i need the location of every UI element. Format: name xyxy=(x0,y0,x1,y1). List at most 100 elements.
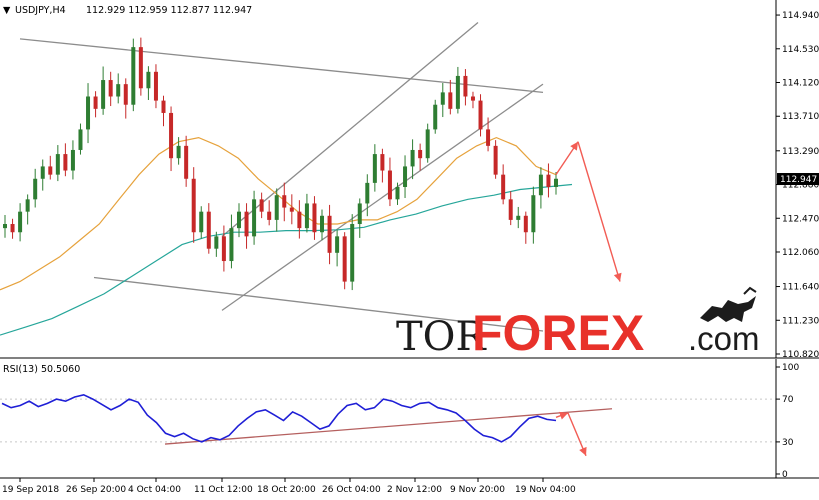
rsi-tick-label: 30 xyxy=(782,438,794,448)
candle-body xyxy=(350,224,355,282)
rsi-axis: 100 70 30 0 xyxy=(776,363,799,480)
candle-body xyxy=(312,203,317,233)
candle-body xyxy=(18,211,23,233)
candle-body xyxy=(425,129,430,159)
candle-body xyxy=(538,174,543,196)
ma-slow-line xyxy=(0,183,573,336)
logo-text-com: .com xyxy=(688,320,760,357)
candle-body xyxy=(531,195,536,233)
channel-lines xyxy=(19,21,544,332)
last-price-tag: 112.947 xyxy=(777,173,819,186)
forecast-arrow-up-head xyxy=(570,141,578,151)
candle-body xyxy=(169,112,174,159)
candle-body xyxy=(372,154,377,183)
candle-body xyxy=(463,75,468,97)
candle-body xyxy=(221,236,226,262)
time-axis: 19 Sep 2018 26 Sep 20:00 4 Oct 04:00 11 Oct… xyxy=(2,478,576,495)
candle-body xyxy=(33,178,38,200)
candle-body xyxy=(493,145,498,175)
time-tick-label: 2 Nov 12:00 xyxy=(387,485,442,495)
candle-body xyxy=(327,215,332,253)
forecast-arrow-down-head xyxy=(613,272,622,282)
candle-body xyxy=(523,215,528,233)
candle-body xyxy=(259,199,264,212)
candle-body xyxy=(176,145,181,159)
candle-body xyxy=(244,211,249,237)
candle-body xyxy=(455,75,460,109)
candle-body xyxy=(48,166,53,175)
candle-body xyxy=(229,228,234,262)
time-tick-label: 19 Sep 2018 xyxy=(2,485,59,495)
forecast-arrows xyxy=(555,141,622,282)
candle-body xyxy=(93,96,98,109)
candle-body xyxy=(3,224,7,229)
candle-body xyxy=(78,129,83,150)
price-tick-label: 114.530 xyxy=(782,45,819,55)
candle-body xyxy=(214,236,219,249)
time-tick-label: 11 Oct 12:00 xyxy=(194,485,253,495)
candle-body xyxy=(403,166,408,187)
price-tick-label: 112.470 xyxy=(782,214,819,224)
candle-body xyxy=(101,80,106,109)
candle-body xyxy=(289,207,294,212)
candle-body xyxy=(470,96,475,101)
candle-body xyxy=(86,96,91,130)
channel-line-4 xyxy=(221,83,544,311)
candle-body xyxy=(206,211,211,249)
rsi-header: RSI(13) 50.5060 xyxy=(3,364,80,375)
candle-body xyxy=(10,224,15,233)
candle-body xyxy=(138,47,143,89)
candle-body xyxy=(55,154,60,175)
candle-body xyxy=(342,236,347,282)
price-tick-label: 111.640 xyxy=(782,283,819,293)
candle-body xyxy=(448,92,453,109)
forecast-arrow-down xyxy=(577,141,621,282)
time-tick-label: 19 Nov 04:00 xyxy=(515,485,576,495)
rsi-forecast-arrows xyxy=(555,411,587,457)
rsi-pane: RSI(13) 50.5060 xyxy=(0,359,776,478)
candle-body xyxy=(123,84,128,105)
price-tick-label: 113.290 xyxy=(782,147,819,157)
candle-body xyxy=(297,211,302,229)
ohlc-values: 112.929 112.959 112.877 112.947 xyxy=(86,5,252,16)
channel-line-2 xyxy=(93,276,544,332)
price-axis: 114.940 114.530 114.120 113.710 113.290 112.8… xyxy=(776,11,819,360)
channel-line-1 xyxy=(19,38,544,94)
candle-body xyxy=(199,211,204,233)
channel-line-3 xyxy=(221,21,479,237)
price-tick-label: 110.820 xyxy=(782,350,819,360)
chart-menu-icon[interactable]: ▼ xyxy=(3,5,11,16)
candle-body xyxy=(40,166,45,179)
candle-body xyxy=(486,129,491,146)
rsi-forecast-arrow-up-head xyxy=(559,411,568,420)
price-tick-label: 112.060 xyxy=(782,248,819,258)
candle-body xyxy=(252,199,257,237)
rsi-series-line xyxy=(1,393,557,443)
candle-body xyxy=(395,186,400,200)
candle-body xyxy=(153,71,158,101)
candle-body xyxy=(63,154,68,171)
price-tick-label: 111.230 xyxy=(782,316,819,326)
price-tick-label: 114.120 xyxy=(782,79,819,89)
candle-body xyxy=(108,80,113,97)
candle-body xyxy=(357,203,362,225)
logo-text-forex: FOREX xyxy=(472,305,644,361)
rsi-trendline xyxy=(164,408,613,445)
candle-body xyxy=(274,195,279,220)
candle-body xyxy=(320,215,325,233)
candle-body xyxy=(508,199,513,220)
time-tick-label: 4 Oct 04:00 xyxy=(128,485,181,495)
candle-body xyxy=(236,211,241,229)
time-tick-label: 26 Oct 04:00 xyxy=(322,485,381,495)
time-tick-label: 18 Oct 20:00 xyxy=(257,485,316,495)
candle-body xyxy=(554,178,558,187)
candle-body xyxy=(433,104,438,130)
candle-body xyxy=(70,149,75,171)
time-tick-label: 9 Nov 20:00 xyxy=(450,485,505,495)
candle-body xyxy=(365,182,370,204)
ma-fast-line xyxy=(0,136,557,291)
last-price-label: 112.947 xyxy=(780,175,817,185)
rsi-tick-label: 100 xyxy=(782,363,799,373)
candle-body xyxy=(161,100,166,113)
